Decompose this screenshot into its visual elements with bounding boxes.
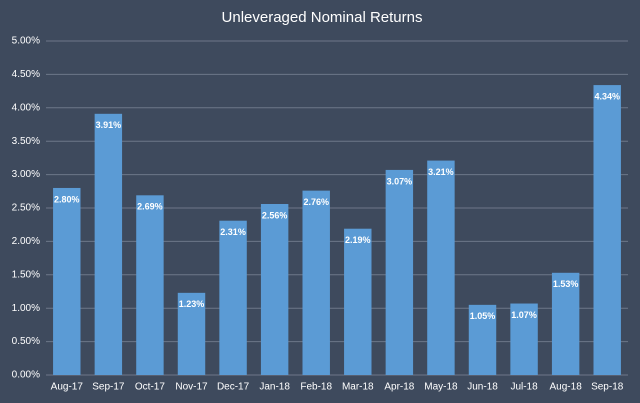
- y-tick-label: 3.50%: [12, 136, 40, 147]
- y-tick-label: 0.00%: [12, 370, 40, 381]
- value-label: 2.76%: [303, 197, 329, 207]
- value-label: 1.07%: [511, 310, 537, 320]
- bar: [219, 220, 247, 375]
- value-label: 2.31%: [220, 227, 246, 237]
- value-label: 3.91%: [96, 120, 122, 130]
- x-tick-label: Aug-17: [51, 382, 84, 393]
- bar: [344, 228, 372, 375]
- value-label: 1.23%: [179, 299, 205, 309]
- y-tick-label: 2.50%: [12, 203, 40, 214]
- x-tick-label: Sep-18: [591, 382, 624, 393]
- value-label: 2.19%: [345, 235, 371, 245]
- x-tick-label: Apr-18: [384, 382, 414, 393]
- x-tick-label: Dec-17: [217, 382, 250, 393]
- bar: [385, 169, 414, 375]
- y-tick-label: 5.00%: [12, 36, 40, 47]
- value-label: 1.53%: [553, 279, 579, 289]
- value-label: 2.69%: [137, 202, 163, 212]
- x-tick-label: Sep-17: [92, 382, 125, 393]
- bar: [593, 85, 621, 375]
- bar: [177, 292, 206, 375]
- value-label: 3.21%: [428, 167, 454, 177]
- value-label: 3.07%: [387, 176, 413, 186]
- x-tick-label: Aug-18: [550, 382, 583, 393]
- bar: [260, 203, 289, 375]
- y-tick-label: 0.50%: [12, 336, 40, 347]
- bar: [53, 187, 81, 375]
- y-tick-label: 4.50%: [12, 69, 40, 80]
- y-tick-label: 1.00%: [12, 303, 40, 314]
- x-tick-label: Jan-18: [259, 382, 290, 393]
- chart-title: Unleveraged Nominal Returns: [222, 9, 423, 26]
- y-tick-label: 1.50%: [12, 269, 40, 280]
- value-label: 2.80%: [54, 194, 80, 204]
- y-tick-label: 4.00%: [12, 102, 40, 113]
- bar: [468, 304, 497, 375]
- y-tick-label: 3.00%: [12, 169, 40, 180]
- x-tick-label: Mar-18: [342, 382, 374, 393]
- x-tick-label: Jul-18: [510, 382, 538, 393]
- x-tick-label: Nov-17: [175, 382, 208, 393]
- x-tick-label: Jun-18: [467, 382, 498, 393]
- bar: [551, 272, 580, 375]
- bar: [94, 113, 123, 375]
- bar: [302, 190, 330, 375]
- x-tick-label: Feb-18: [300, 382, 332, 393]
- bar: [427, 160, 455, 375]
- bar: [510, 303, 538, 375]
- value-label: 2.56%: [262, 210, 288, 220]
- value-label: 4.34%: [594, 91, 620, 101]
- y-tick-label: 2.00%: [12, 236, 40, 247]
- x-tick-label: Oct-17: [135, 382, 165, 393]
- x-tick-label: May-18: [424, 382, 458, 393]
- value-label: 1.05%: [470, 311, 496, 321]
- bar: [136, 195, 164, 375]
